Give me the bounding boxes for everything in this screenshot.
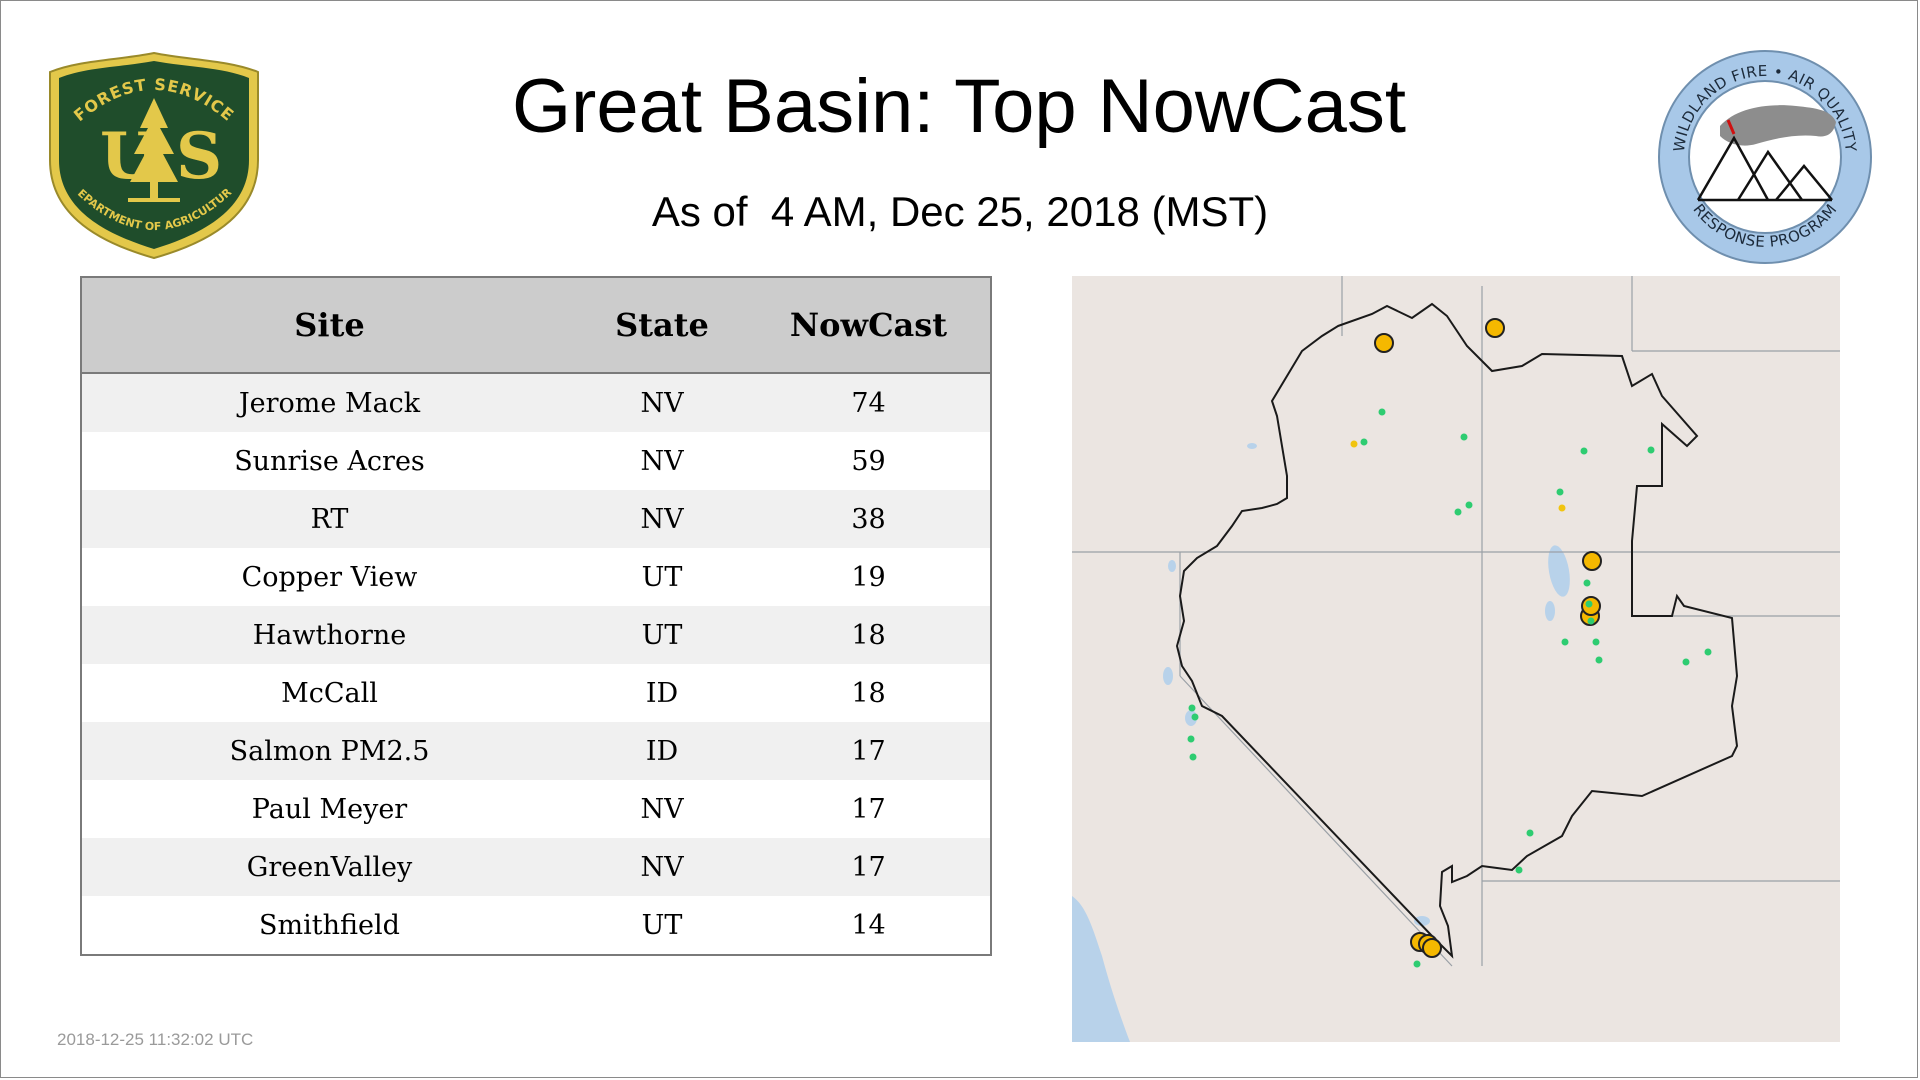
state-cell: UT [577,606,747,664]
ocean [1072,896,1130,1042]
state-cell: UT [577,548,747,606]
table-row: Paul Meyer NV 17 [82,780,990,838]
state-cell: NV [577,432,747,490]
table-row: Jerome Mack NV 74 [82,373,990,432]
page-title: Great Basin: Top NowCast [511,64,1407,149]
great-basin-boundary [1175,302,1739,959]
state-cell: NV [577,780,747,838]
site-cell: Smithfield [82,896,577,954]
table-row: Smithfield UT 14 [82,896,990,954]
table-row: GreenValley NV 17 [82,838,990,896]
page-subtitle: As of 4 AM, Dec 25, 2018 (MST) [651,188,1269,235]
forest-service-logo: FOREST SERVICE U S DEPARTMENT OF AGRICUL… [48,50,259,260]
mountains-icon [1696,135,1833,202]
state-cell: ID [577,664,747,722]
site-cell: Jerome Mack [82,373,577,432]
state-cell: UT [577,896,747,954]
smoke-plume-icon [1720,105,1836,146]
header-state: State [577,278,747,374]
site-cell: Paul Meyer [82,780,577,838]
site-cell: GreenValley [82,838,577,896]
table-row: Hawthorne UT 18 [82,606,990,664]
state-cell: NV [577,838,747,896]
table-row: RT NV 38 [82,490,990,548]
nowcast-cell: 59 [747,432,990,490]
render-timestamp: 2018-12-25 11:32:02 UTC [57,1030,254,1049]
state-cell: NV [577,373,747,432]
site-cell: Salmon PM2.5 [82,722,577,780]
table-row: Salmon PM2.5 ID 17 [82,722,990,780]
nowcast-cell: 19 [747,548,990,606]
site-cell: McCall [82,664,577,722]
site-cell: Sunrise Acres [82,432,577,490]
nowcast-cell: 18 [747,664,990,722]
nowcast-cell: 14 [747,896,990,954]
header-nowcast: NowCast [747,278,990,374]
nowcast-cell: 17 [747,722,990,780]
pine-tree-icon [128,98,180,202]
nowcast-cell: 17 [747,780,990,838]
table-row: Copper View UT 19 [82,548,990,606]
map-land [1072,276,1840,1042]
lakes [1163,443,1570,926]
nowcast-cell: 38 [747,490,990,548]
great-basin-map [1072,276,1840,1042]
table-header-row: Site State NowCast [82,278,990,374]
state-cell: ID [577,722,747,780]
monitor-sites [1187,318,1712,968]
nowcast-cell: 18 [747,606,990,664]
nowcast-table: Site State NowCast Jerome Mack NV 74 Sun… [80,276,992,956]
fs-letter-s: S [176,119,222,194]
site-cell: Hawthorne [82,606,577,664]
table-row: Sunrise Acres NV 59 [82,432,990,490]
state-borders [1072,276,1840,967]
header-site: Site [82,278,577,374]
wildland-fire-logo: WILDLAND FIRE • AIR QUALITY RESPONSE PRO… [1658,50,1872,264]
state-cell: NV [577,490,747,548]
nowcast-cell: 74 [747,373,990,432]
nowcast-cell: 17 [747,838,990,896]
site-cell: Copper View [82,548,577,606]
table-row: McCall ID 18 [82,664,990,722]
site-cell: RT [82,490,577,548]
